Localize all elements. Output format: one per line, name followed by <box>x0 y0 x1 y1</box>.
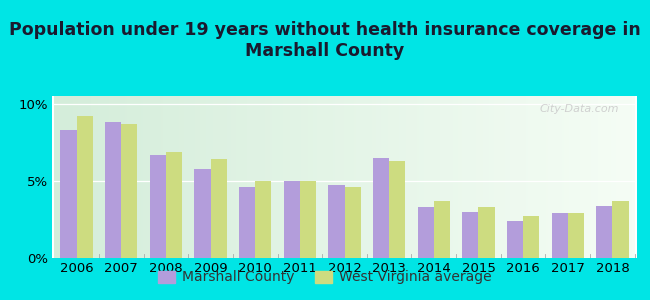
Bar <box>507 221 523 258</box>
Bar <box>389 161 405 258</box>
Bar <box>105 122 121 258</box>
Bar <box>121 124 137 258</box>
Bar <box>568 213 584 258</box>
Bar <box>239 187 255 258</box>
Bar <box>150 154 166 258</box>
Bar <box>211 159 227 258</box>
Bar <box>434 201 450 258</box>
Bar <box>194 169 211 258</box>
Bar <box>77 116 93 258</box>
Bar <box>596 206 612 258</box>
Bar <box>478 207 495 258</box>
Bar <box>255 181 271 258</box>
Bar <box>166 152 182 258</box>
Bar <box>418 207 434 258</box>
Bar <box>523 216 540 258</box>
Bar <box>373 158 389 258</box>
Bar <box>344 187 361 258</box>
Bar <box>60 130 77 258</box>
Bar <box>462 212 478 258</box>
Text: Population under 19 years without health insurance coverage in
Marshall County: Population under 19 years without health… <box>9 21 641 60</box>
Bar <box>612 201 629 258</box>
Bar <box>284 181 300 258</box>
Bar <box>552 213 568 258</box>
Bar <box>300 181 316 258</box>
Legend: Marshall County, West Virginia average: Marshall County, West Virginia average <box>153 265 497 290</box>
Text: City-Data.com: City-Data.com <box>540 104 619 114</box>
Bar <box>328 185 344 258</box>
